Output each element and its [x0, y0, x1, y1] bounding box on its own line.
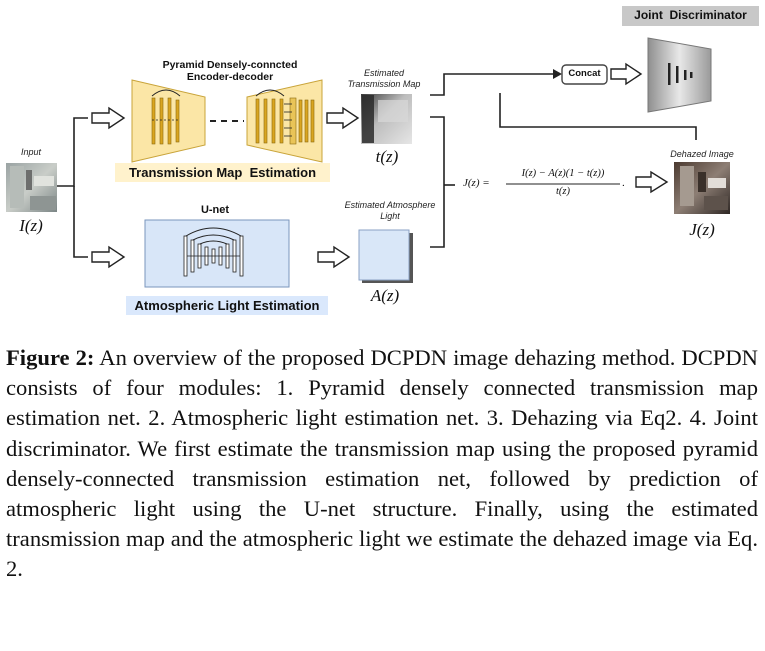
dehazed-label: Dehazed Image — [670, 149, 734, 159]
unet-label: U-net — [200, 204, 230, 216]
estimated-atmosphere-label-line1: Estimated Atmosphere — [344, 200, 436, 210]
caption-text: An overview of the proposed DCPDN image … — [6, 345, 758, 582]
hollow-arrow-to-pyramid — [91, 106, 126, 130]
unet-block — [144, 219, 290, 288]
estimated-transmission-label-line1: Estimated — [363, 68, 405, 78]
transmission-estimation-label: Transmission Map Estimation — [115, 163, 330, 182]
equation-denominator: t(z) — [556, 186, 570, 197]
figure-caption: Figure 2: An overview of the proposed DC… — [6, 343, 758, 585]
estimated-transmission-label-line2: Transmission Map — [347, 79, 421, 89]
dcpdn-overview-figure: Input I(z) Pyramid Densely-conncted Enco… — [6, 6, 759, 315]
pyramid-title-line1: Pyramid Densely-conncted — [162, 59, 298, 71]
input-label: Input — [20, 147, 42, 157]
atmosphere-light-image — [358, 229, 413, 283]
pyramid-title-line2: Encoder-decoder — [186, 71, 274, 83]
pyramid-decoder — [246, 79, 323, 163]
equation-numerator: I(z) − A(z)(1 − t(z)) — [521, 168, 605, 179]
diagram-canvas — [6, 6, 759, 288]
concat-label: Concat — [568, 68, 601, 79]
estimated-atmosphere-label-line2: Light — [380, 211, 400, 221]
input-math-label: I(z) — [19, 216, 43, 235]
equation-lhs: J(z) = — [463, 177, 490, 189]
transmission-math-label: t(z) — [375, 147, 399, 166]
equation-period: . — [622, 177, 625, 189]
joint-discriminator-label: Joint Discriminator — [634, 8, 747, 22]
input-branch-lines — [57, 117, 88, 258]
pyramid-encoder — [131, 79, 206, 163]
input-image — [6, 163, 57, 212]
dehazed-math-label: J(z) — [689, 220, 715, 239]
concat-arrow-head — [553, 69, 562, 79]
dehazed-image — [674, 162, 730, 214]
hollow-arrow-to-atmosphere — [317, 245, 351, 269]
atmosphere-math-label: A(z) — [370, 286, 400, 305]
hollow-arrow-to-discriminator — [610, 62, 643, 86]
concat-box — [561, 64, 608, 85]
discriminator-feed-lines — [430, 73, 697, 140]
hollow-arrow-to-unet — [91, 245, 126, 269]
transmission-map-image — [361, 94, 412, 144]
joint-discriminator-block — [622, 6, 759, 113]
caption-title: Figure 2: — [6, 345, 95, 370]
merge-bracket — [430, 116, 455, 248]
hollow-arrow-to-transmission — [326, 106, 360, 130]
hollow-arrow-to-dehazed — [635, 170, 669, 194]
atmospheric-estimation-label: Atmospheric Light Estimation — [126, 296, 328, 315]
